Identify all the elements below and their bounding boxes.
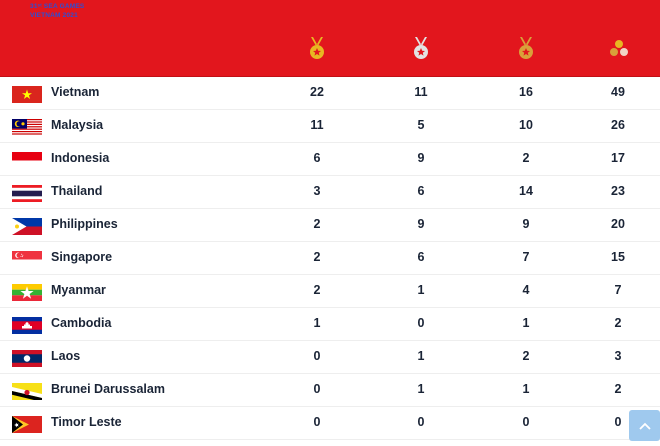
singapore-flag-icon — [12, 251, 42, 268]
total-count: 0 — [614, 415, 622, 429]
thailand-flag-icon — [12, 185, 42, 202]
bronze-count: 0 — [522, 415, 530, 429]
bronze-count: 4 — [522, 283, 530, 297]
country-name: Malaysia — [51, 118, 104, 132]
table-row: Brunei Darussalam 0 1 1 2 — [0, 374, 660, 407]
philippines-flag-icon — [12, 218, 42, 235]
country-name: Philippines — [51, 217, 118, 231]
gold-count: 2 — [313, 217, 321, 231]
table-row: Philippines 2 9 9 20 — [0, 209, 660, 242]
total-count: 2 — [614, 316, 622, 330]
total-count: 15 — [611, 250, 625, 264]
country-name: Vietnam — [51, 85, 100, 99]
bronze-medal-icon — [511, 36, 541, 62]
table-row: Laos 0 1 2 3 — [0, 341, 660, 374]
country-name: Indonesia — [51, 151, 110, 165]
brunei-flag-icon — [12, 383, 42, 400]
silver-count: 5 — [417, 118, 425, 132]
logo-title: 31ˢᵗ SEA GAMES — [30, 3, 85, 10]
silver-count: 9 — [417, 217, 425, 231]
country-name: Singapore — [51, 250, 113, 264]
total-count: 3 — [614, 349, 622, 363]
table-row: Timor Leste 0 0 0 0 — [0, 407, 660, 440]
total-medals-icon — [604, 36, 634, 62]
gold-count: 0 — [313, 415, 321, 429]
silver-count: 6 — [417, 184, 425, 198]
total-count: 2 — [614, 382, 622, 396]
table-row: Vietnam 22 11 16 49 — [0, 77, 660, 110]
chevron-up-icon — [638, 422, 651, 430]
total-count: 7 — [614, 283, 622, 297]
laos-flag-icon — [12, 350, 42, 367]
gold-count: 2 — [313, 283, 321, 297]
gold-count: 1 — [313, 316, 321, 330]
silver-count: 11 — [414, 85, 428, 99]
table-row: Indonesia 6 9 2 17 — [0, 143, 660, 176]
myanmar-flag-icon — [12, 284, 42, 301]
silver-count: 0 — [417, 316, 425, 330]
indonesia-flag-icon — [12, 152, 42, 169]
country-name: Myanmar — [51, 283, 106, 297]
bronze-count: 10 — [519, 118, 533, 132]
total-count: 26 — [611, 118, 625, 132]
silver-count: 1 — [417, 382, 425, 396]
bronze-count: 2 — [522, 151, 530, 165]
gold-count: 22 — [310, 85, 324, 99]
gold-count: 0 — [313, 349, 321, 363]
table-row: Singapore 2 6 7 15 — [0, 242, 660, 275]
gold-count: 2 — [313, 250, 321, 264]
table-row: Myanmar 2 1 4 7 — [0, 275, 660, 308]
gold-medal-icon — [302, 36, 332, 62]
table-row: Malaysia 11 5 10 26 — [0, 110, 660, 143]
total-count: 49 — [611, 85, 625, 99]
silver-count: 9 — [417, 151, 425, 165]
table-row: Cambodia 1 0 1 2 — [0, 308, 660, 341]
bronze-count: 16 — [519, 85, 533, 99]
silver-count: 0 — [417, 415, 425, 429]
country-name: Thailand — [51, 184, 103, 198]
gold-count: 0 — [313, 382, 321, 396]
country-name: Brunei Darussalam — [51, 382, 165, 396]
country-name: Laos — [51, 349, 81, 363]
silver-medal-icon — [406, 36, 436, 62]
silver-count: 1 — [417, 283, 425, 297]
gold-count: 11 — [310, 118, 324, 132]
bronze-count: 2 — [522, 349, 530, 363]
table-row: Thailand 3 6 14 23 — [0, 176, 660, 209]
medal-table-header: 31ˢᵗ SEA GAMES VIETNAM 2021 — [0, 0, 660, 77]
bronze-count: 14 — [519, 184, 533, 198]
silver-count: 6 — [417, 250, 425, 264]
vietnam-flag-icon — [12, 86, 42, 103]
total-count: 17 — [611, 151, 625, 165]
sea-games-logo: 31ˢᵗ SEA GAMES VIETNAM 2021 — [30, 2, 100, 24]
bronze-count: 1 — [522, 382, 530, 396]
gold-count: 3 — [313, 184, 321, 198]
gold-count: 6 — [313, 151, 321, 165]
scroll-to-top-button[interactable] — [629, 410, 660, 441]
total-count: 23 — [611, 184, 625, 198]
bronze-count: 1 — [522, 316, 530, 330]
bronze-count: 9 — [522, 217, 530, 231]
timor-leste-flag-icon — [12, 416, 42, 433]
malaysia-flag-icon — [12, 119, 42, 136]
country-name: Timor Leste — [51, 415, 122, 429]
silver-count: 1 — [417, 349, 425, 363]
total-count: 20 — [611, 217, 625, 231]
country-name: Cambodia — [51, 316, 112, 330]
bronze-count: 7 — [522, 250, 530, 264]
logo-subtitle: VIETNAM 2021 — [30, 12, 78, 19]
cambodia-flag-icon — [12, 317, 42, 334]
